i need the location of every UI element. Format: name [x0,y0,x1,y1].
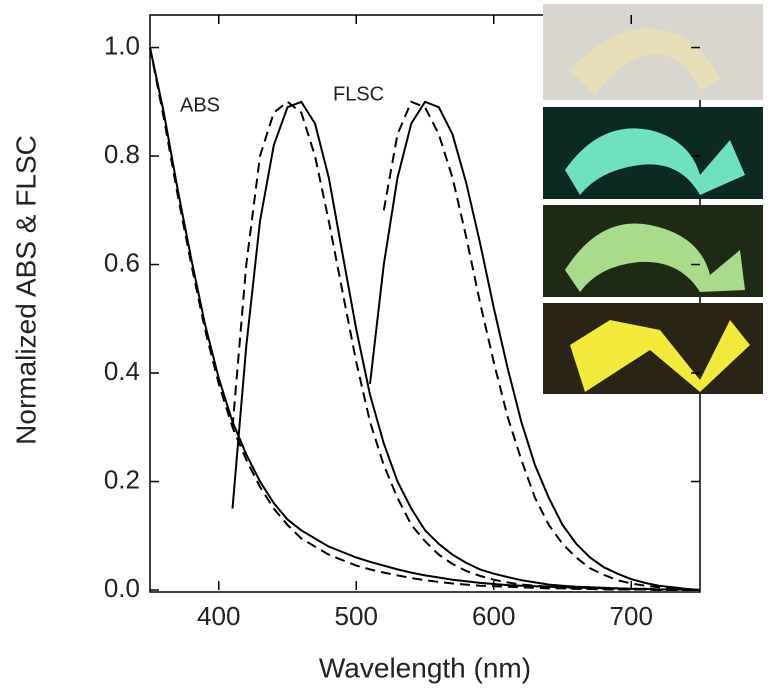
chart: Wavelength (nm) Normalized ABS & FLSC AB… [0,0,770,694]
x-tick-label: 400 [197,601,240,631]
y-axis-label: Normalized ABS & FLSC [10,135,41,445]
y-tick-label: 0.4 [104,356,140,386]
x-axis-label: Wavelength (nm) [319,652,531,683]
y-tick-label: 0.8 [104,139,140,169]
y-tick-label: 0.6 [104,247,140,277]
x-tick-label: 600 [472,601,515,631]
y-tick-label: 0.0 [104,573,140,603]
photo-panel [543,4,763,394]
annotation: ABS [180,94,220,116]
annotation: FLSC [333,83,384,105]
y-tick-label: 1.0 [104,30,140,60]
x-tick-label: 700 [610,601,653,631]
page: Wavelength (nm) Normalized ABS & FLSC AB… [0,0,770,694]
x-tick-label: 500 [335,601,378,631]
y-tick-label: 0.2 [104,464,140,494]
